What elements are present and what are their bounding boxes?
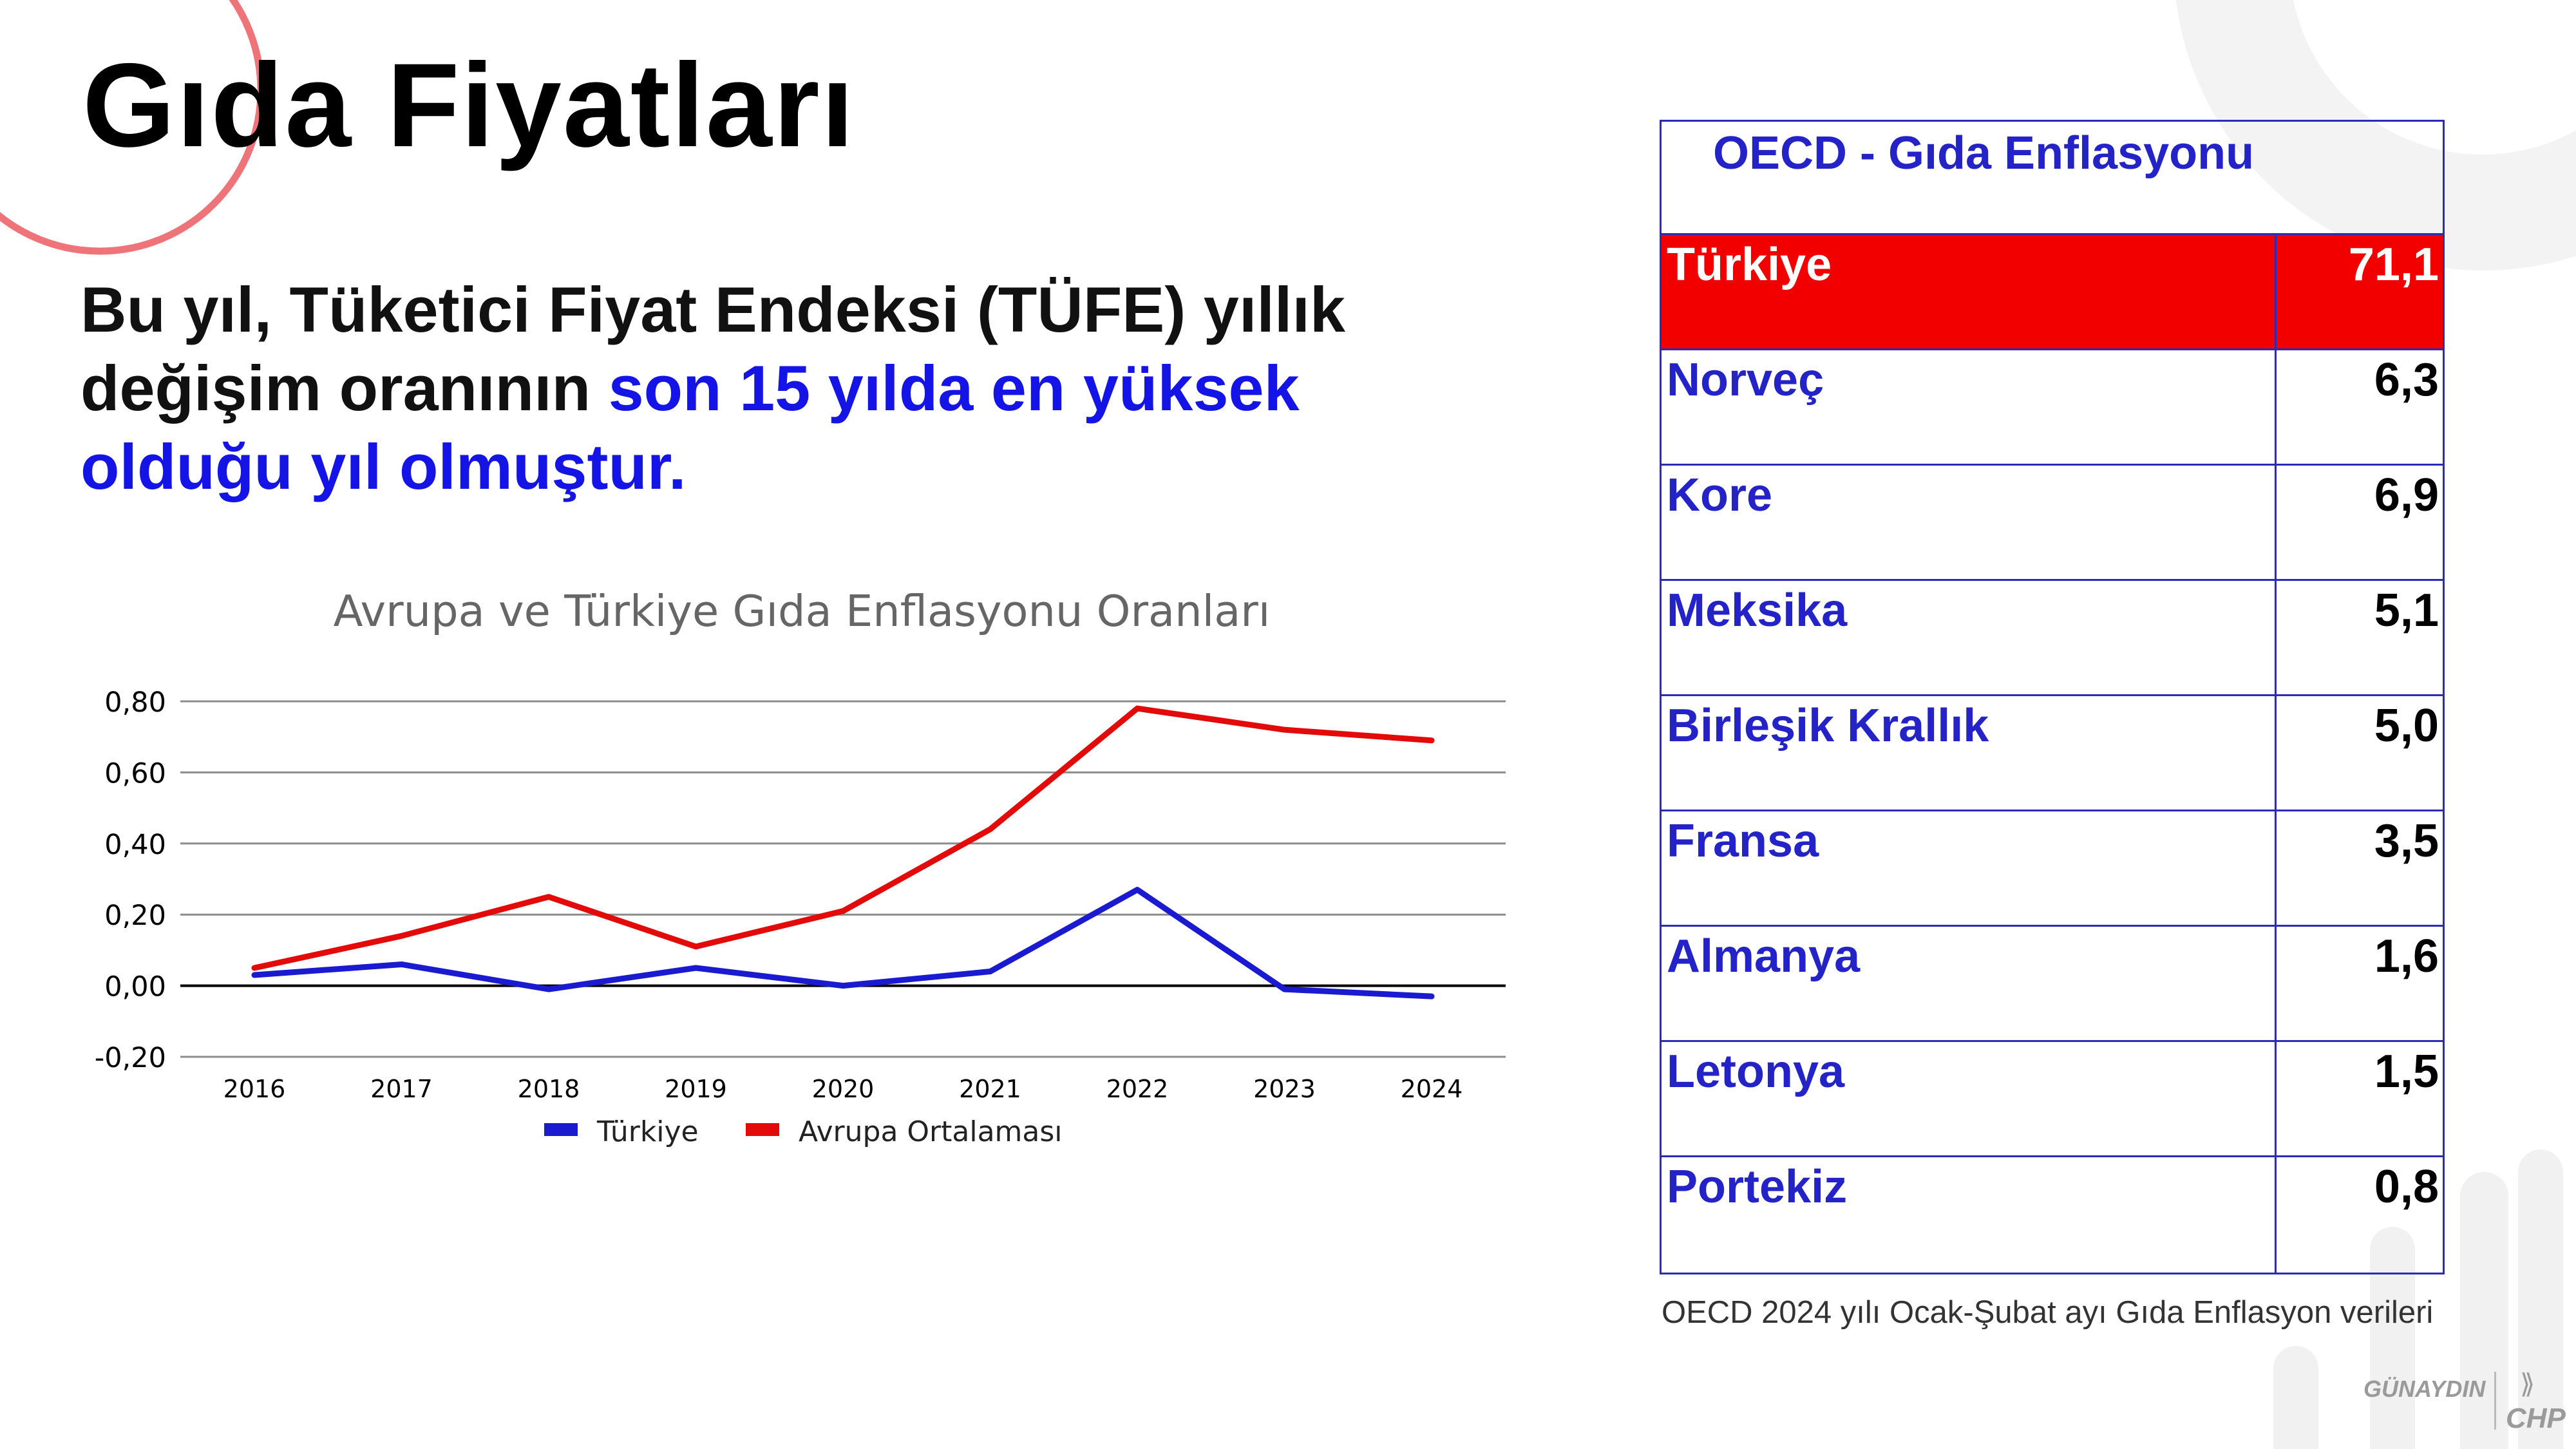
value-cell: 6,9: [2374, 469, 2439, 521]
country-cell: Birleşik Krallık: [1662, 696, 2277, 810]
value-cell: 5,1: [2374, 585, 2439, 636]
logo-divider: [2494, 1372, 2496, 1430]
table-header: OECD - Gıda Enflasyonu: [1662, 122, 2443, 235]
data-point: [693, 943, 699, 949]
x-tick-label: 2017: [370, 1075, 433, 1103]
legend-label: Avrupa Ortalaması: [799, 1115, 1063, 1148]
x-tick-label: 2023: [1253, 1075, 1316, 1103]
data-point: [399, 933, 404, 939]
data-point: [399, 961, 404, 967]
x-tick-label: 2018: [518, 1075, 580, 1103]
party-logo: GÜNAYDIN ⟫ CHP: [2354, 1359, 2573, 1436]
country-cell: Kore: [1662, 466, 2277, 579]
data-point: [252, 972, 257, 978]
signature-text: GÜNAYDIN: [2363, 1376, 2486, 1402]
country-cell: Almanya: [1662, 927, 2277, 1040]
data-point: [546, 894, 551, 900]
table-row: Birleşik Krallık 5,0: [1662, 696, 2443, 811]
y-tick-label: 0,00: [104, 971, 166, 1003]
table-row: Meksika 5,1: [1662, 581, 2443, 696]
source-note: OECD 2024 yılı Ocak-Şubat ayı Gıda Enfla…: [1662, 1295, 2434, 1330]
headline-highlight: son 15 yılda en yüksek olduğu yıl olmuşt…: [80, 352, 1300, 502]
data-point: [1429, 737, 1434, 743]
data-point: [546, 987, 551, 992]
country-cell: Norveç: [1662, 350, 2277, 464]
y-tick-label: -0,20: [95, 1042, 166, 1074]
table-row: Fransa 3,5: [1662, 811, 2443, 927]
data-point: [840, 908, 846, 914]
table-row: Almanya 1,6: [1662, 927, 2443, 1042]
legend-swatch: [746, 1123, 779, 1136]
chart-grid: [180, 700, 1506, 1058]
value-cell: 1,5: [2374, 1046, 2439, 1097]
food-inflation-chart: Avrupa ve Türkiye Gıda Enflasyonu Oranla…: [95, 586, 1506, 1148]
chart-title: Avrupa ve Türkiye Gıda Enflasyonu Oranla…: [334, 586, 1271, 636]
table-row: Norveç 6,3: [1662, 350, 2443, 466]
data-point: [987, 826, 993, 832]
data-point: [1282, 987, 1287, 992]
table-row: Portekiz 0,8: [1662, 1157, 2443, 1273]
data-point: [840, 983, 846, 989]
y-axis-ticks: 0,80 0,60 0,40 0,20 0,00 -0,20: [95, 687, 166, 1074]
headline: Bu yıl, Tüketici Fiyat Endeksi (TÜFE) yı…: [80, 270, 1368, 506]
x-tick-label: 2020: [812, 1075, 875, 1103]
value-cell: 71,1: [2348, 239, 2439, 290]
data-point: [1135, 706, 1140, 712]
table-row: Kore 6,9: [1662, 466, 2443, 581]
oecd-food-inflation-table: OECD - Gıda Enflasyonu Türkiye 71,1 Norveç…: [1660, 120, 2445, 1274]
x-tick-label: 2021: [959, 1075, 1021, 1103]
value-cell: 0,8: [2374, 1161, 2439, 1213]
chart-series: [251, 705, 1435, 999]
legend-label: Türkiye: [596, 1115, 699, 1148]
table-row: Türkiye 71,1: [1662, 235, 2443, 350]
y-tick-label: 0,20: [104, 900, 166, 932]
x-tick-label: 2022: [1106, 1075, 1169, 1103]
value-cell: 1,6: [2374, 931, 2439, 982]
data-point: [1282, 727, 1287, 733]
chart-legend: Türkiye Avrupa Ortalaması: [544, 1115, 1063, 1148]
legend-swatch: [544, 1123, 578, 1136]
data-point: [987, 969, 993, 974]
series-line-avrupa: [251, 705, 1435, 971]
y-tick-label: 0,60: [104, 757, 166, 790]
country-cell: Fransa: [1662, 811, 2277, 925]
data-point: [693, 965, 699, 971]
data-point: [252, 965, 257, 971]
country-cell: Portekiz: [1662, 1157, 2277, 1273]
chp-arrows-icon: ⟫: [2520, 1368, 2535, 1399]
x-tick-label: 2024: [1401, 1075, 1463, 1103]
value-cell: 5,0: [2374, 700, 2439, 752]
series-line-turkiye: [251, 887, 1435, 999]
y-tick-label: 0,40: [104, 829, 166, 861]
y-tick-label: 0,80: [104, 687, 166, 719]
data-point: [1429, 994, 1434, 999]
x-tick-label: 2019: [665, 1075, 727, 1103]
x-tick-label: 2016: [223, 1075, 286, 1103]
table-body: Türkiye 71,1 Norveç 6,3 Kore 6,9 Meksika 5,1 Bir…: [1662, 235, 2443, 1273]
country-cell: Letonya: [1662, 1042, 2277, 1155]
country-cell: Türkiye: [1662, 235, 2277, 348]
value-cell: 3,5: [2374, 815, 2439, 867]
headline-text: Bu yıl, Tüketici Fiyat Endeksi (TÜFE) yı…: [80, 274, 1345, 424]
party-name: CHP: [2506, 1403, 2566, 1434]
country-cell: Meksika: [1662, 581, 2277, 694]
x-axis-ticks: 2016 2017 2018 2019 2020 2021 2022 2023 2024: [223, 1075, 1463, 1103]
value-cell: 6,3: [2374, 354, 2439, 406]
data-point: [1135, 887, 1140, 893]
table-row: Letonya 1,5: [1662, 1042, 2443, 1157]
page-title: Gıda Fiyatları: [82, 39, 856, 172]
